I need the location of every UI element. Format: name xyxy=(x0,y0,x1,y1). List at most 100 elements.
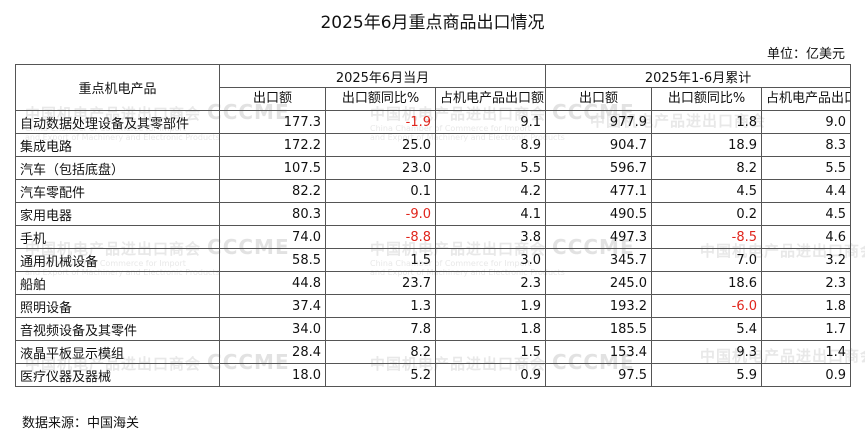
cumulative-yoy-cell: 0.2 xyxy=(651,202,763,226)
cumulative-share-cell: 4.5 xyxy=(761,202,852,226)
month-export-value-cell: 107.5 xyxy=(219,156,326,180)
cumulative-share-cell: 4.6 xyxy=(761,225,852,249)
cumulative-yoy-cell: -6.0 xyxy=(651,294,763,318)
cumulative-export-value-cell: 245.0 xyxy=(545,271,653,295)
cumulative-share-cell: 1.7 xyxy=(761,317,852,341)
cumulative-export-value-cell: 977.9 xyxy=(545,110,653,134)
table-row: 医疗仪器及器械 18.0 5.2 0.9 97.5 5.9 0.9 xyxy=(15,363,852,387)
cumulative-share-cell: 0.9 xyxy=(761,363,852,387)
header-month-export-value: 出口额 xyxy=(219,87,326,111)
cumulative-share-cell: 2.3 xyxy=(761,271,852,295)
cumulative-yoy-cell: 5.4 xyxy=(651,317,763,341)
cumulative-export-value-cell: 596.7 xyxy=(545,156,653,180)
product-name-cell: 液晶平板显示模组 xyxy=(15,340,220,364)
month-yoy-cell: -1.9 xyxy=(325,110,436,134)
month-yoy-cell: 0.1 xyxy=(325,179,436,203)
month-yoy-cell: 25.0 xyxy=(325,133,436,157)
data-source: 数据来源：中国海关 xyxy=(22,416,140,431)
month-share-cell: 1.5 xyxy=(434,340,547,364)
cumulative-export-value-cell: 153.4 xyxy=(545,340,653,364)
month-share-cell: 0.9 xyxy=(434,363,547,387)
month-export-value-cell: 82.2 xyxy=(219,179,326,203)
month-share-cell: 4.2 xyxy=(434,179,547,203)
unit-label: 单位：亿美元 xyxy=(766,47,845,62)
cumulative-share-cell: 8.3 xyxy=(761,133,852,157)
table-row: 家用电器 80.3 -9.0 4.1 490.5 0.2 4.5 xyxy=(15,202,852,226)
table-row: 自动数据处理设备及其零部件 177.3 -1.9 9.1 977.9 1.8 9.0 xyxy=(15,110,852,134)
export-table: 重点机电产品 2025年6月当月 2025年1-6月累计 出口额 出口额同比% … xyxy=(15,64,852,387)
product-name-cell: 汽车（包括底盘） xyxy=(15,156,220,180)
month-export-value-cell: 37.4 xyxy=(219,294,326,318)
product-name-cell: 手机 xyxy=(15,225,220,249)
month-yoy-cell: 23.7 xyxy=(325,271,436,295)
header-month-yoy: 出口额同比% xyxy=(325,87,436,111)
cumulative-yoy-cell: 18.6 xyxy=(651,271,763,295)
product-name-cell: 汽车零配件 xyxy=(15,179,220,203)
header-period-month: 2025年6月当月 xyxy=(218,64,547,88)
product-name-cell: 自动数据处理设备及其零部件 xyxy=(15,110,220,134)
month-share-cell: 9.1 xyxy=(434,110,547,134)
table-row: 船舶 44.8 23.7 2.3 245.0 18.6 2.3 xyxy=(15,271,852,295)
month-yoy-cell: -9.0 xyxy=(325,202,436,226)
cumulative-yoy-cell: 4.5 xyxy=(651,179,763,203)
month-yoy-cell: -8.8 xyxy=(325,225,436,249)
header-product: 重点机电产品 xyxy=(15,64,220,111)
month-export-value-cell: 80.3 xyxy=(219,202,326,226)
header-cumulative-export-value: 出口额 xyxy=(545,87,653,111)
month-export-value-cell: 28.4 xyxy=(219,340,326,364)
cumulative-yoy-cell: -8.5 xyxy=(651,225,763,249)
cumulative-share-cell: 4.4 xyxy=(761,179,852,203)
product-name-cell: 家用电器 xyxy=(15,202,220,226)
cumulative-yoy-cell: 18.9 xyxy=(651,133,763,157)
month-share-cell: 8.9 xyxy=(434,133,547,157)
cumulative-share-cell: 1.4 xyxy=(761,340,852,364)
month-export-value-cell: 172.2 xyxy=(219,133,326,157)
month-yoy-cell: 5.2 xyxy=(325,363,436,387)
month-share-cell: 1.9 xyxy=(434,294,547,318)
cumulative-yoy-cell: 5.9 xyxy=(651,363,763,387)
header-cumulative-share: 占机电产品出口额比重% xyxy=(761,87,852,111)
product-name-cell: 通用机械设备 xyxy=(15,248,220,272)
table-row: 汽车（包括底盘） 107.5 23.0 5.5 596.7 8.2 5.5 xyxy=(15,156,852,180)
cumulative-export-value-cell: 185.5 xyxy=(545,317,653,341)
month-yoy-cell: 7.8 xyxy=(325,317,436,341)
month-share-cell: 5.5 xyxy=(434,156,547,180)
month-export-value-cell: 18.0 xyxy=(219,363,326,387)
cumulative-share-cell: 1.8 xyxy=(761,294,852,318)
product-name-cell: 音视频设备及其零件 xyxy=(15,317,220,341)
cumulative-yoy-cell: 7.0 xyxy=(651,248,763,272)
month-share-cell: 3.0 xyxy=(434,248,547,272)
month-yoy-cell: 8.2 xyxy=(325,340,436,364)
cumulative-export-value-cell: 497.3 xyxy=(545,225,653,249)
cumulative-yoy-cell: 1.8 xyxy=(651,110,763,134)
product-name-cell: 照明设备 xyxy=(15,294,220,318)
month-share-cell: 1.8 xyxy=(434,317,547,341)
table-row: 照明设备 37.4 1.3 1.9 193.2 -6.0 1.8 xyxy=(15,294,852,318)
cumulative-export-value-cell: 490.5 xyxy=(545,202,653,226)
cumulative-export-value-cell: 97.5 xyxy=(545,363,653,387)
table-row: 通用机械设备 58.5 1.5 3.0 345.7 7.0 3.2 xyxy=(15,248,852,272)
month-share-cell: 3.8 xyxy=(434,225,547,249)
month-export-value-cell: 44.8 xyxy=(219,271,326,295)
header-month-share: 占机电产品出口额比重% xyxy=(434,87,547,111)
month-yoy-cell: 1.5 xyxy=(325,248,436,272)
product-name-cell: 集成电路 xyxy=(15,133,220,157)
table-row: 手机 74.0 -8.8 3.8 497.3 -8.5 4.6 xyxy=(15,225,852,249)
header-cumulative-yoy: 出口额同比% xyxy=(651,87,763,111)
table-row: 汽车零配件 82.2 0.1 4.2 477.1 4.5 4.4 xyxy=(15,179,852,203)
page-title: 2025年6月重点商品出口情况 xyxy=(320,13,545,33)
table-row: 音视频设备及其零件 34.0 7.8 1.8 185.5 5.4 1.7 xyxy=(15,317,852,341)
month-export-value-cell: 74.0 xyxy=(219,225,326,249)
cumulative-export-value-cell: 477.1 xyxy=(545,179,653,203)
cumulative-export-value-cell: 904.7 xyxy=(545,133,653,157)
table-row: 液晶平板显示模组 28.4 8.2 1.5 153.4 9.3 1.4 xyxy=(15,340,852,364)
table-row: 集成电路 172.2 25.0 8.9 904.7 18.9 8.3 xyxy=(15,133,852,157)
month-yoy-cell: 1.3 xyxy=(325,294,436,318)
month-export-value-cell: 177.3 xyxy=(219,110,326,134)
month-yoy-cell: 23.0 xyxy=(325,156,436,180)
cumulative-share-cell: 9.0 xyxy=(761,110,852,134)
cumulative-export-value-cell: 345.7 xyxy=(545,248,653,272)
month-export-value-cell: 34.0 xyxy=(219,317,326,341)
cumulative-yoy-cell: 9.3 xyxy=(651,340,763,364)
cumulative-export-value-cell: 193.2 xyxy=(545,294,653,318)
